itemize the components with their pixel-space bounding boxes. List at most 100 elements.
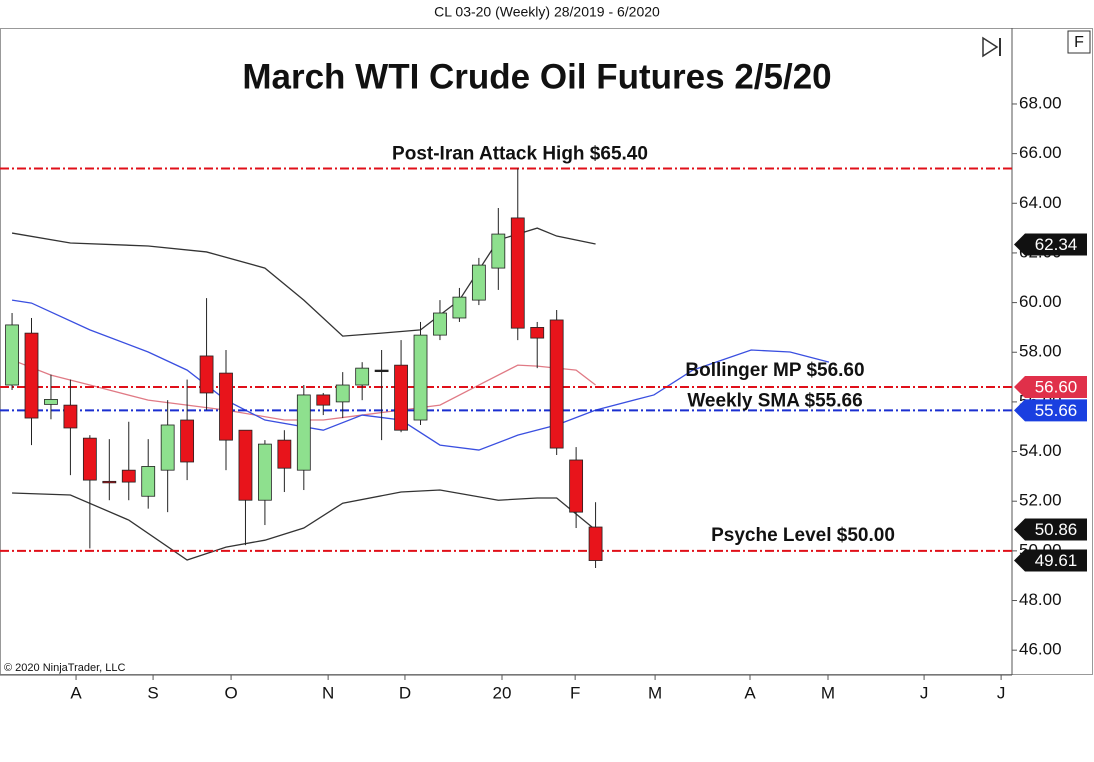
y-tick-label: 66.00 xyxy=(1019,143,1062,162)
candle xyxy=(141,439,156,509)
candle-body xyxy=(277,439,292,469)
price-tag-label: 62.34 xyxy=(1035,235,1078,254)
candle xyxy=(452,287,467,322)
candle-body xyxy=(530,327,545,339)
x-tick-label: M xyxy=(821,683,835,702)
x-tick-label: A xyxy=(744,683,756,702)
candle-body xyxy=(374,369,389,373)
candle xyxy=(238,429,253,546)
indicator-line xyxy=(11,227,596,337)
candle xyxy=(491,207,506,290)
play-arrow[interactable] xyxy=(982,36,999,58)
indicator-line xyxy=(12,489,596,561)
candle-body xyxy=(433,312,447,336)
candle-body xyxy=(394,364,408,431)
candle-body xyxy=(199,355,214,394)
y-tick-label: 58.00 xyxy=(1019,342,1062,361)
indicator-line xyxy=(11,299,830,451)
candle xyxy=(588,502,603,568)
annotation: Psyche Level $50.00 xyxy=(711,525,895,546)
x-tick-label: A xyxy=(70,683,82,702)
candle-body xyxy=(24,332,39,419)
price-tag xyxy=(1014,233,1087,256)
y-tick-label: 48.00 xyxy=(1019,590,1062,609)
y-tick-label: 46.00 xyxy=(1019,640,1062,659)
price-tag xyxy=(1014,376,1087,399)
candle xyxy=(569,447,584,529)
candle-body xyxy=(258,443,272,501)
candle xyxy=(121,421,136,501)
price-tag-label: 49.61 xyxy=(1035,551,1078,570)
candle xyxy=(355,362,370,401)
candle-body xyxy=(471,264,486,301)
price-tag-label: 56.60 xyxy=(1035,377,1078,396)
x-tick-label: O xyxy=(224,683,237,702)
candle xyxy=(180,379,195,481)
candle xyxy=(199,298,214,411)
candle-body xyxy=(355,367,370,386)
chart-title: March WTI Crude Oil Futures 2/5/20 xyxy=(242,57,831,96)
y-tick-label: 54.00 xyxy=(1019,441,1062,460)
header: CL 03-20 (Weekly) 28/2019 - 6/2020 xyxy=(434,4,660,20)
candle xyxy=(374,350,389,441)
candle xyxy=(510,168,525,341)
candle xyxy=(394,340,408,433)
candle xyxy=(258,440,272,526)
candle xyxy=(335,372,350,419)
price-tag-label: 50.86 xyxy=(1035,520,1078,539)
y-tick-label: 60.00 xyxy=(1019,292,1062,311)
candle-body xyxy=(5,324,19,386)
candle xyxy=(549,310,564,456)
x-tick-label: F xyxy=(570,683,580,702)
play-icon[interactable] xyxy=(982,36,1001,58)
candle-body xyxy=(491,233,506,269)
x-tick-label: 20 xyxy=(493,683,512,702)
candle xyxy=(82,435,97,549)
candle-body xyxy=(588,526,603,561)
candle-body xyxy=(316,394,331,406)
candle xyxy=(316,392,331,416)
price-tag xyxy=(1014,518,1087,541)
x-tick-label: D xyxy=(399,683,411,702)
x-tick-label: S xyxy=(147,683,158,702)
candle xyxy=(413,321,428,425)
candle-body xyxy=(219,372,233,441)
x-tick-label: N xyxy=(322,683,334,702)
candle xyxy=(160,400,175,513)
candle xyxy=(530,321,545,369)
candle-body xyxy=(296,394,311,471)
candle xyxy=(219,350,233,471)
candle-body xyxy=(238,429,253,501)
price-tag-label: 55.66 xyxy=(1035,401,1078,420)
annotation: Bollinger MP $56.60 xyxy=(685,360,864,381)
candle-body xyxy=(569,459,584,513)
annotation: Weekly SMA $55.66 xyxy=(687,390,862,411)
candle-body xyxy=(510,217,525,329)
button-label[interactable]: F xyxy=(1074,34,1084,51)
candle xyxy=(63,379,78,476)
x-tick-label: M xyxy=(648,683,662,702)
candle xyxy=(24,317,39,446)
candle-body xyxy=(121,469,136,483)
candle xyxy=(277,430,292,493)
candle-body xyxy=(82,437,97,481)
candle-body xyxy=(452,296,467,319)
y-tick-label: 52.00 xyxy=(1019,491,1062,510)
credit: © 2020 NinjaTrader, LLC xyxy=(4,662,125,674)
candle-body xyxy=(141,466,156,497)
candle xyxy=(5,313,19,390)
candle-body xyxy=(335,384,350,403)
y-tick-label: 68.00 xyxy=(1019,93,1062,112)
candle xyxy=(471,257,486,306)
x-tick-label: J xyxy=(997,683,1006,702)
candle-body xyxy=(63,404,78,429)
candle xyxy=(102,439,117,501)
candle-body xyxy=(413,334,428,421)
price-tag xyxy=(1014,399,1087,422)
candle-body xyxy=(160,424,175,471)
button[interactable] xyxy=(1067,30,1091,54)
candle xyxy=(296,385,311,491)
candle-body xyxy=(549,319,564,449)
